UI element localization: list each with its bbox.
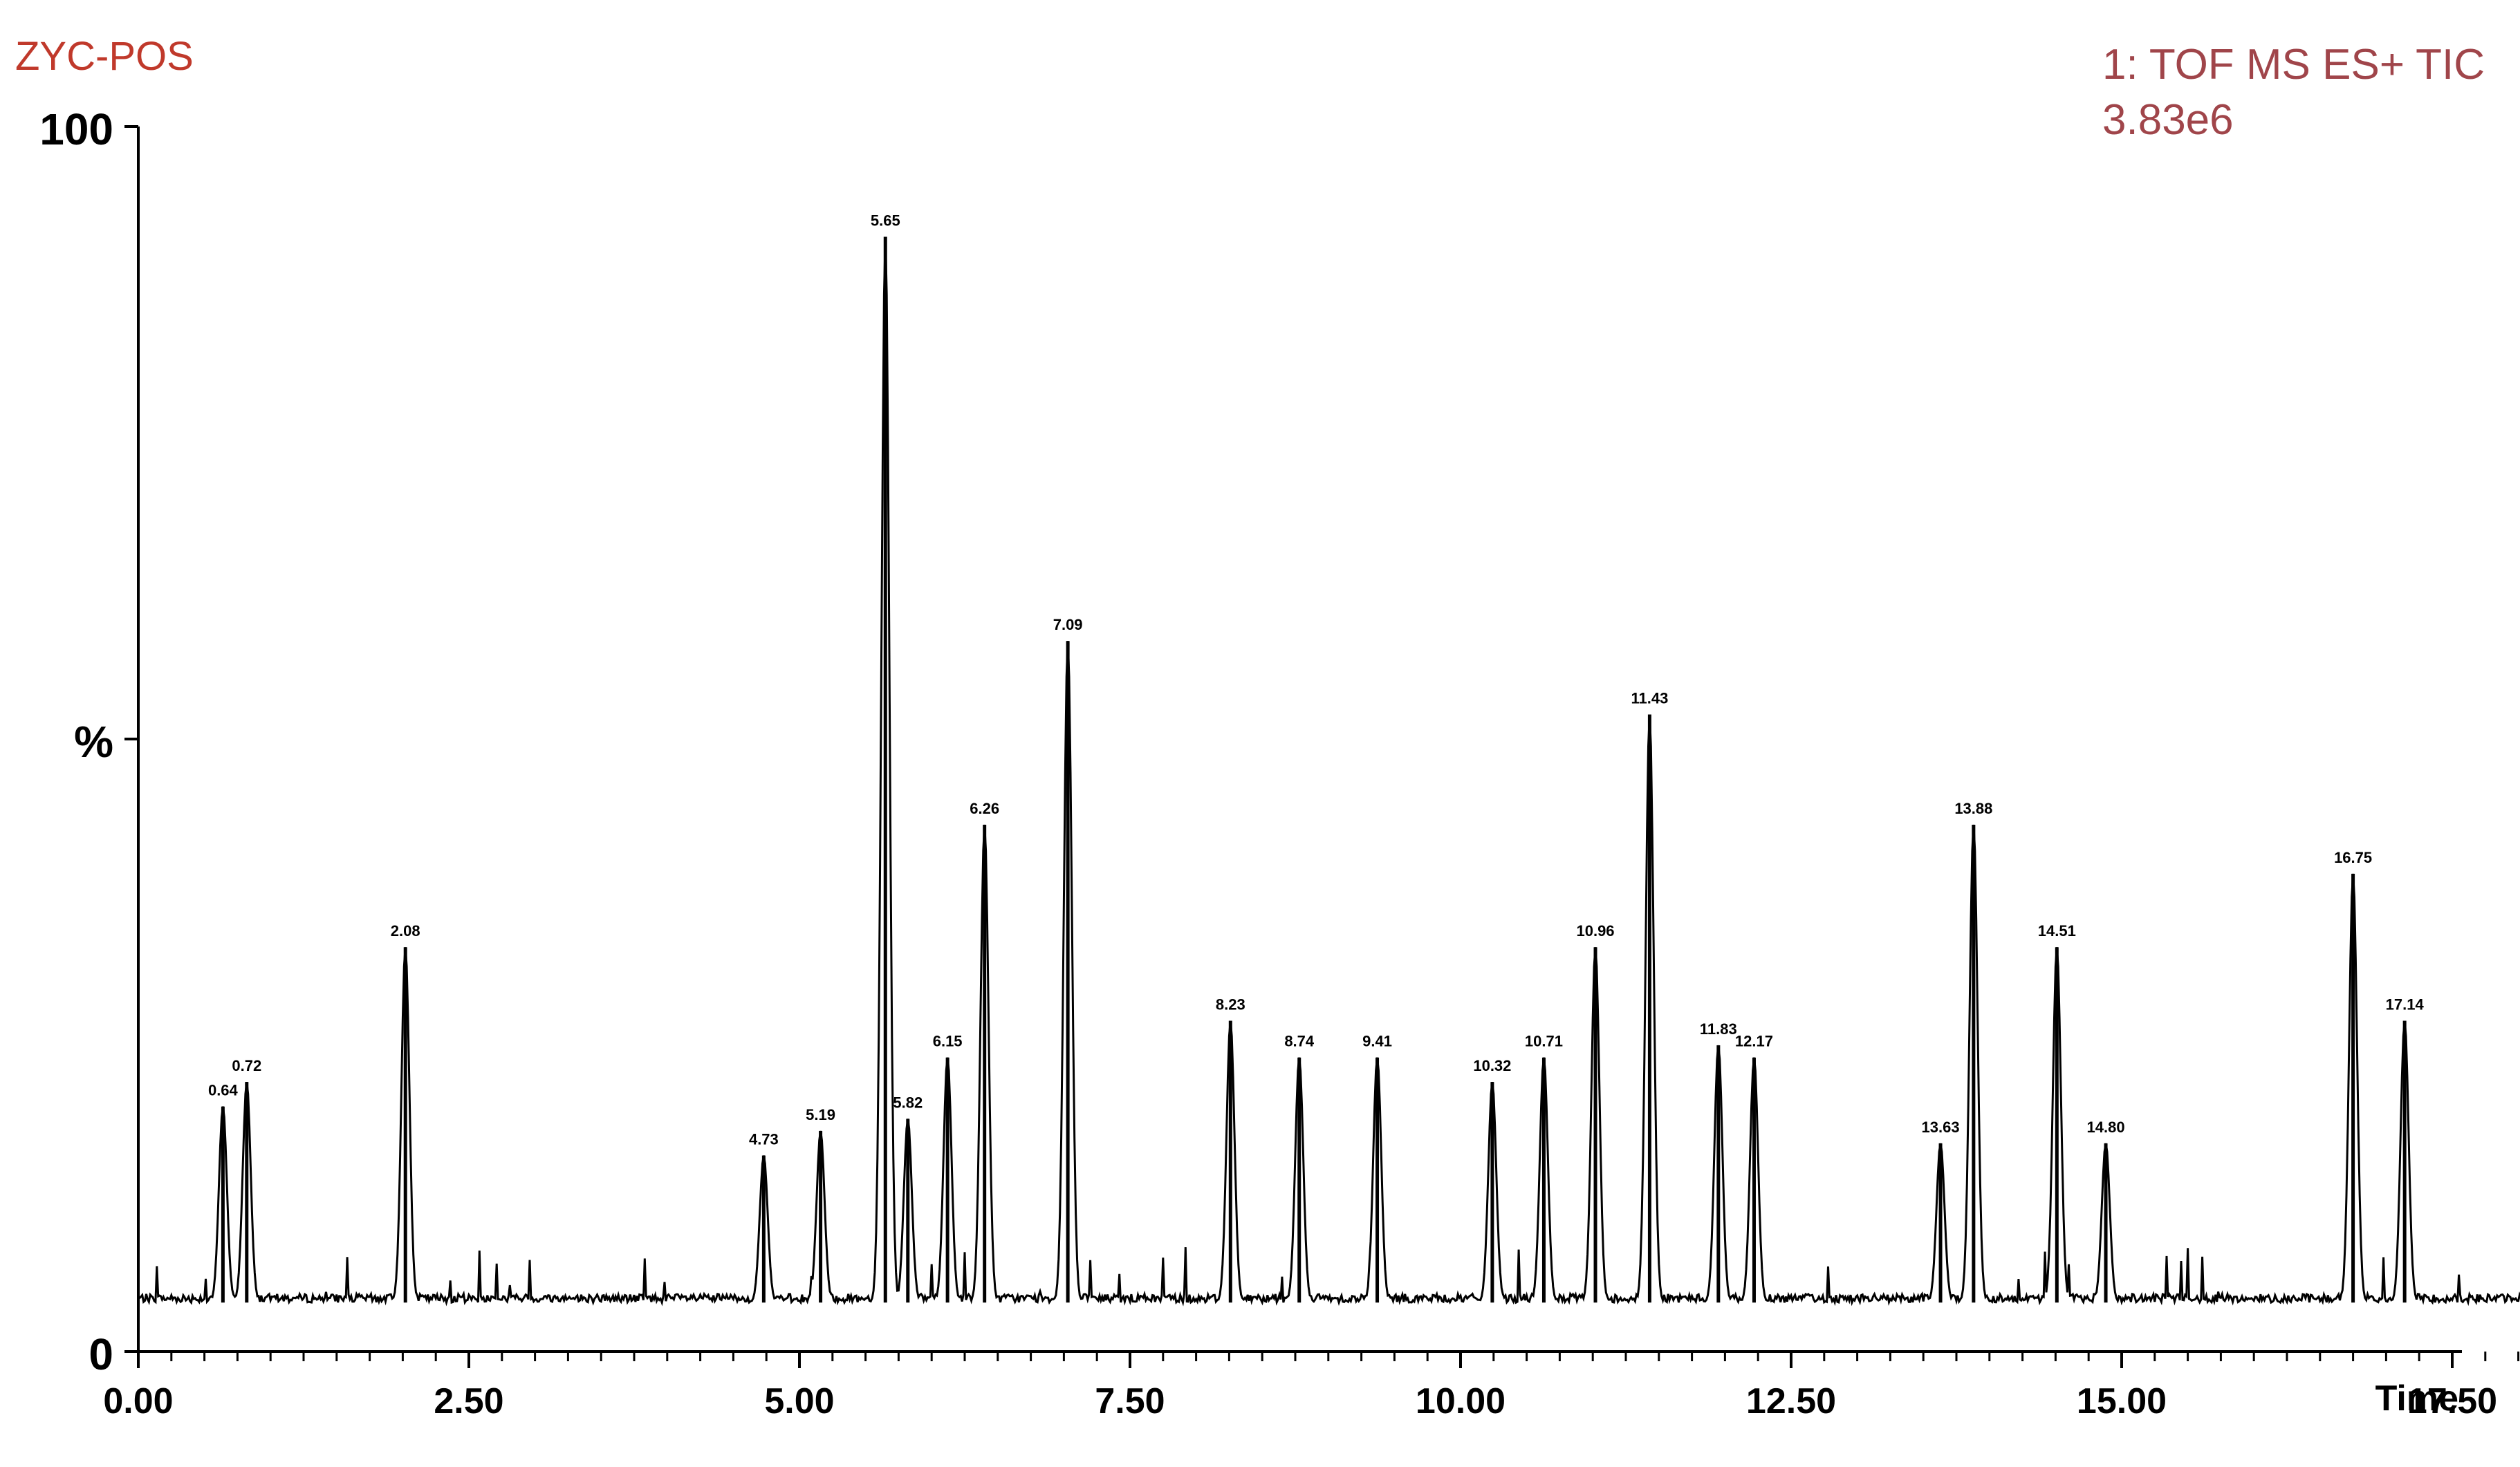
- x-tick-label: 15.00: [2077, 1381, 2167, 1421]
- tic-trace-line: [138, 236, 2520, 1307]
- x-tick-label: 2.50: [434, 1381, 503, 1421]
- peak-label: 0.72: [232, 1057, 261, 1074]
- peak-label: 9.41: [1362, 1033, 1392, 1050]
- peak-label: 2.08: [391, 922, 420, 940]
- peak-label: 8.74: [1284, 1033, 1315, 1050]
- peak-label: 13.63: [1922, 1119, 1960, 1136]
- peak-label: 5.82: [893, 1094, 923, 1111]
- x-tick-label: 5.00: [764, 1381, 834, 1421]
- peak-label: 6.26: [970, 800, 999, 817]
- trace-function-label: 1: TOF MS ES+ TIC: [2102, 41, 2485, 88]
- y-tick-label: 0: [89, 1329, 113, 1379]
- peak-label: 11.43: [1631, 690, 1668, 707]
- peak-label: 10.71: [1525, 1033, 1563, 1050]
- x-tick-label: 17.50: [2407, 1381, 2497, 1421]
- peak-label: 8.23: [1216, 996, 1245, 1013]
- peak-label: 14.80: [2087, 1119, 2125, 1136]
- peak-label: 11.83: [1700, 1020, 1737, 1038]
- x-tick-label: 7.50: [1095, 1381, 1165, 1421]
- chart-ticks: 0% 100 0.00 2.50 5.00 7.50 10.00 12.50 15.00 17.5…: [39, 104, 2520, 1421]
- peak-label: 17.14: [2386, 996, 2425, 1013]
- trace-intensity-label: 3.83e6: [2102, 96, 2234, 144]
- x-tick-label: 10.00: [1416, 1381, 1505, 1421]
- peak-label: 4.73: [749, 1130, 779, 1148]
- x-tick-label: 12.50: [1746, 1381, 1836, 1421]
- peak-label: 10.32: [1473, 1057, 1511, 1074]
- peak-label: 16.75: [2334, 849, 2372, 866]
- x-tick-label: 0.00: [103, 1381, 173, 1421]
- peak-label: 10.96: [1576, 922, 1614, 940]
- peak-label: 5.65: [871, 212, 900, 229]
- x-axis-label: Time: [2375, 1379, 2458, 1419]
- peak-label: 12.17: [1735, 1033, 1773, 1050]
- peak-label: 0.64: [208, 1082, 239, 1099]
- peak-label: 7.09: [1053, 616, 1083, 633]
- peak-label: 5.19: [806, 1106, 835, 1123]
- peak-label: 14.51: [2038, 922, 2076, 940]
- chromatogram-trace: [138, 236, 2520, 1307]
- peak-labels: 0.64 0.72 2.08 4.73 5.19 5.65 5.82 6.15 6.26 7.09…: [208, 212, 2425, 1148]
- peak-label: 13.88: [1954, 800, 1992, 817]
- sample-name: ZYC-POS: [15, 34, 194, 79]
- y-tick-label: %: [74, 717, 113, 767]
- peak-label: 6.15: [933, 1033, 963, 1050]
- y-tick-label: 100: [39, 104, 113, 154]
- trace-info: 1: TOF MS ES+ TIC 3.83e6: [2102, 37, 2485, 148]
